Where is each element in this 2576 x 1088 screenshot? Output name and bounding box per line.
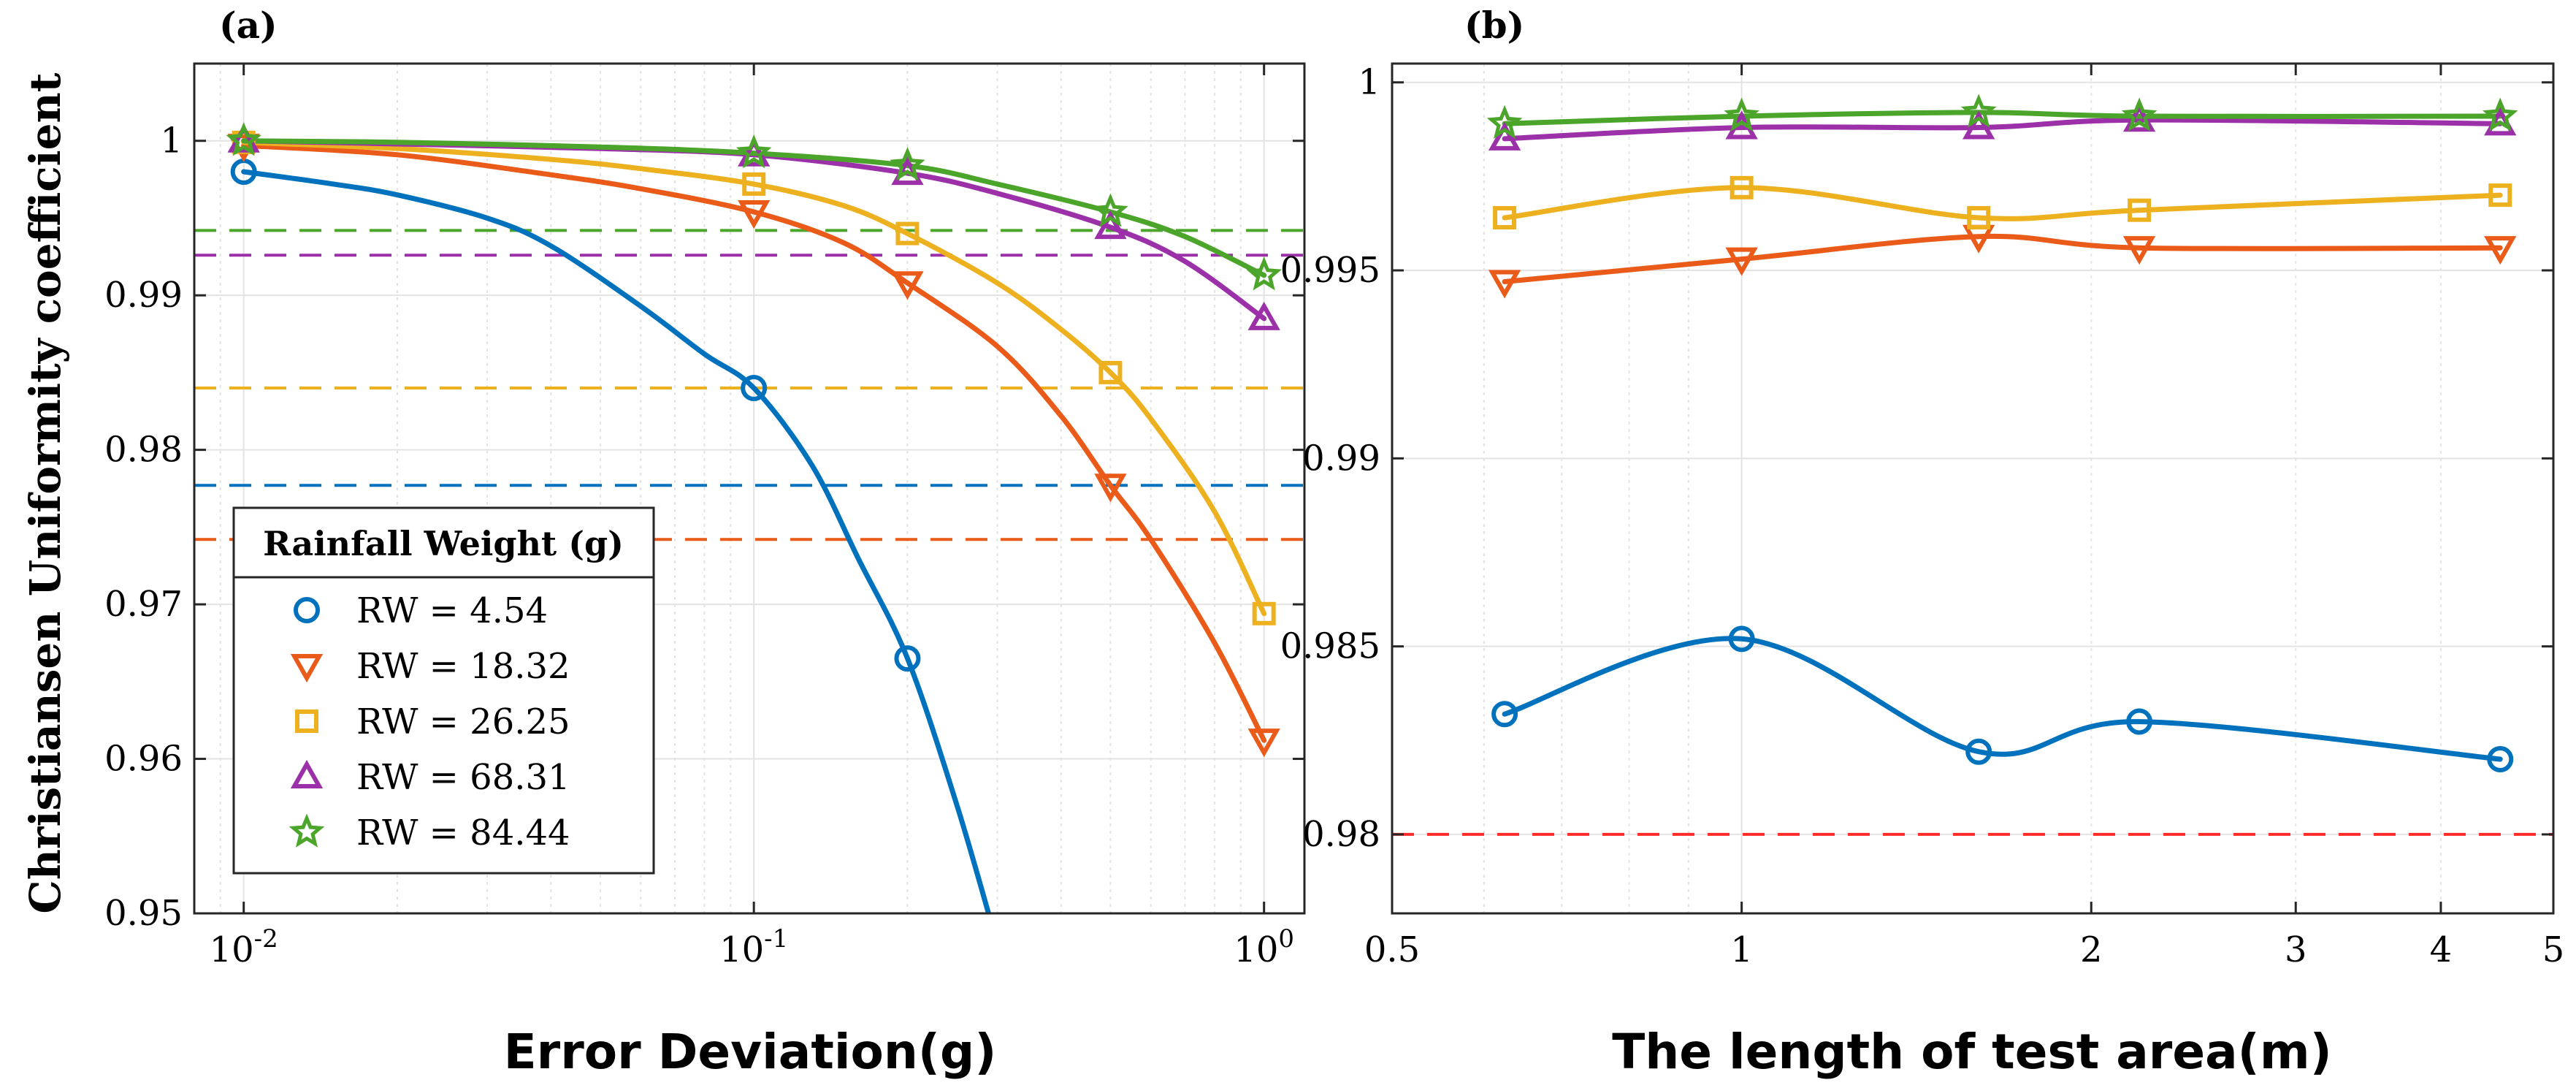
data-point — [1094, 473, 1127, 503]
y-tick-label: 0.99 — [1302, 438, 1380, 479]
data-point — [890, 147, 925, 181]
data-point — [1493, 205, 1517, 229]
data-point — [2483, 97, 2518, 132]
legend-entry-label: RW = 4.54 — [356, 590, 548, 631]
x-tick-label: 1 — [1730, 929, 1753, 970]
legend-title: Rainfall Weight (g) — [263, 524, 624, 563]
data-point — [1962, 110, 1995, 140]
legend-entry-label: RW = 68.31 — [356, 757, 570, 798]
data-point — [742, 172, 766, 196]
data-point — [1967, 205, 1991, 229]
y-tick-label: 1 — [160, 121, 183, 161]
data-point — [1252, 601, 1276, 625]
data-point — [735, 134, 772, 169]
y-tick-label: 0.97 — [104, 584, 183, 625]
data-point — [1246, 256, 1283, 291]
panel-b-label: (b) — [1464, 4, 1524, 47]
y-tick-label: 0.99 — [104, 275, 183, 316]
data-point — [2487, 746, 2514, 773]
panel-a: (a) Christiansen Uniformity coefficient … — [20, 4, 1306, 1080]
panel-b: (b) The length of test area(m) 0.98 0.985… — [1280, 4, 2565, 1080]
data-point — [2128, 198, 2152, 222]
data-point — [1724, 97, 1759, 132]
panel-a-axes-box — [193, 62, 1306, 915]
legend-marker — [288, 813, 325, 848]
legend-entry-label: RW = 18.32 — [356, 646, 570, 687]
y-tick-label: 0.98 — [1302, 814, 1380, 855]
data-point — [1247, 301, 1280, 330]
legend-marker — [295, 710, 318, 733]
y-tick-label: 0.96 — [104, 739, 183, 780]
x-tick-label: 0.5 — [1364, 929, 1420, 970]
series-line — [1502, 636, 2503, 762]
legend-marker — [294, 597, 320, 623]
legend-entry-label: RW = 84.44 — [356, 813, 570, 853]
y-tick-label: 0.995 — [1280, 250, 1380, 291]
data-point — [895, 221, 920, 246]
x-tick-label: 4 — [2430, 929, 2453, 970]
data-point — [2122, 236, 2156, 265]
legend-entry-label: RW = 26.25 — [356, 701, 570, 742]
series-line — [241, 140, 1267, 617]
x-tick-label: 100 — [1234, 924, 1294, 970]
data-point — [1965, 738, 1992, 765]
legend-box — [232, 506, 655, 875]
x-tick-label: 10-2 — [210, 924, 278, 970]
data-point — [2488, 183, 2512, 208]
x-tick-label: 3 — [2285, 929, 2307, 970]
data-point — [741, 375, 768, 402]
series-line — [1502, 185, 2503, 221]
y-tick-label: 0.95 — [104, 893, 183, 934]
data-point — [1247, 728, 1280, 758]
data-point — [2121, 97, 2158, 132]
legend-marker — [290, 759, 324, 788]
data-point — [227, 123, 260, 153]
x-tick-label: 5 — [2542, 929, 2565, 970]
data-point — [1093, 193, 1128, 227]
data-point — [1486, 104, 1523, 139]
data-point — [2126, 708, 2153, 735]
panel-b-axes-box — [1391, 62, 2555, 915]
x-tick-label: 2 — [2080, 929, 2103, 970]
data-point — [226, 122, 261, 156]
series-line — [241, 169, 992, 913]
data-point — [1491, 701, 1518, 728]
data-point — [1728, 625, 1755, 653]
series-line — [241, 138, 1267, 278]
data-point — [1488, 270, 1521, 299]
panel-b-xlabel: The length of test area(m) — [1612, 1024, 2332, 1080]
data-point — [1488, 121, 1521, 151]
data-point — [1960, 94, 1997, 128]
panel-a-ylabel: Christiansen Uniformity coefficient — [20, 72, 70, 913]
series-line — [1502, 117, 2503, 142]
series-line — [1502, 233, 2503, 284]
panel-a-xlabel: Error Deviation(g) — [504, 1024, 997, 1080]
y-tick-label: 0.98 — [104, 430, 183, 471]
legend: Rainfall Weight (g) RW = 4.54 RW = 18.32 R… — [232, 506, 655, 875]
data-point — [1730, 175, 1754, 199]
y-tick-label: 1 — [1358, 62, 1380, 103]
data-point — [894, 645, 921, 672]
data-point — [738, 199, 771, 229]
data-point — [891, 271, 924, 300]
data-point — [1098, 360, 1123, 384]
data-point — [1725, 247, 1758, 276]
x-tick-label: 10-1 — [719, 924, 788, 970]
data-point — [1094, 210, 1127, 240]
panel-a-label: (a) — [219, 4, 278, 47]
legend-marker — [290, 654, 324, 683]
data-point — [2484, 236, 2517, 265]
y-tick-label: 0.985 — [1280, 626, 1380, 667]
